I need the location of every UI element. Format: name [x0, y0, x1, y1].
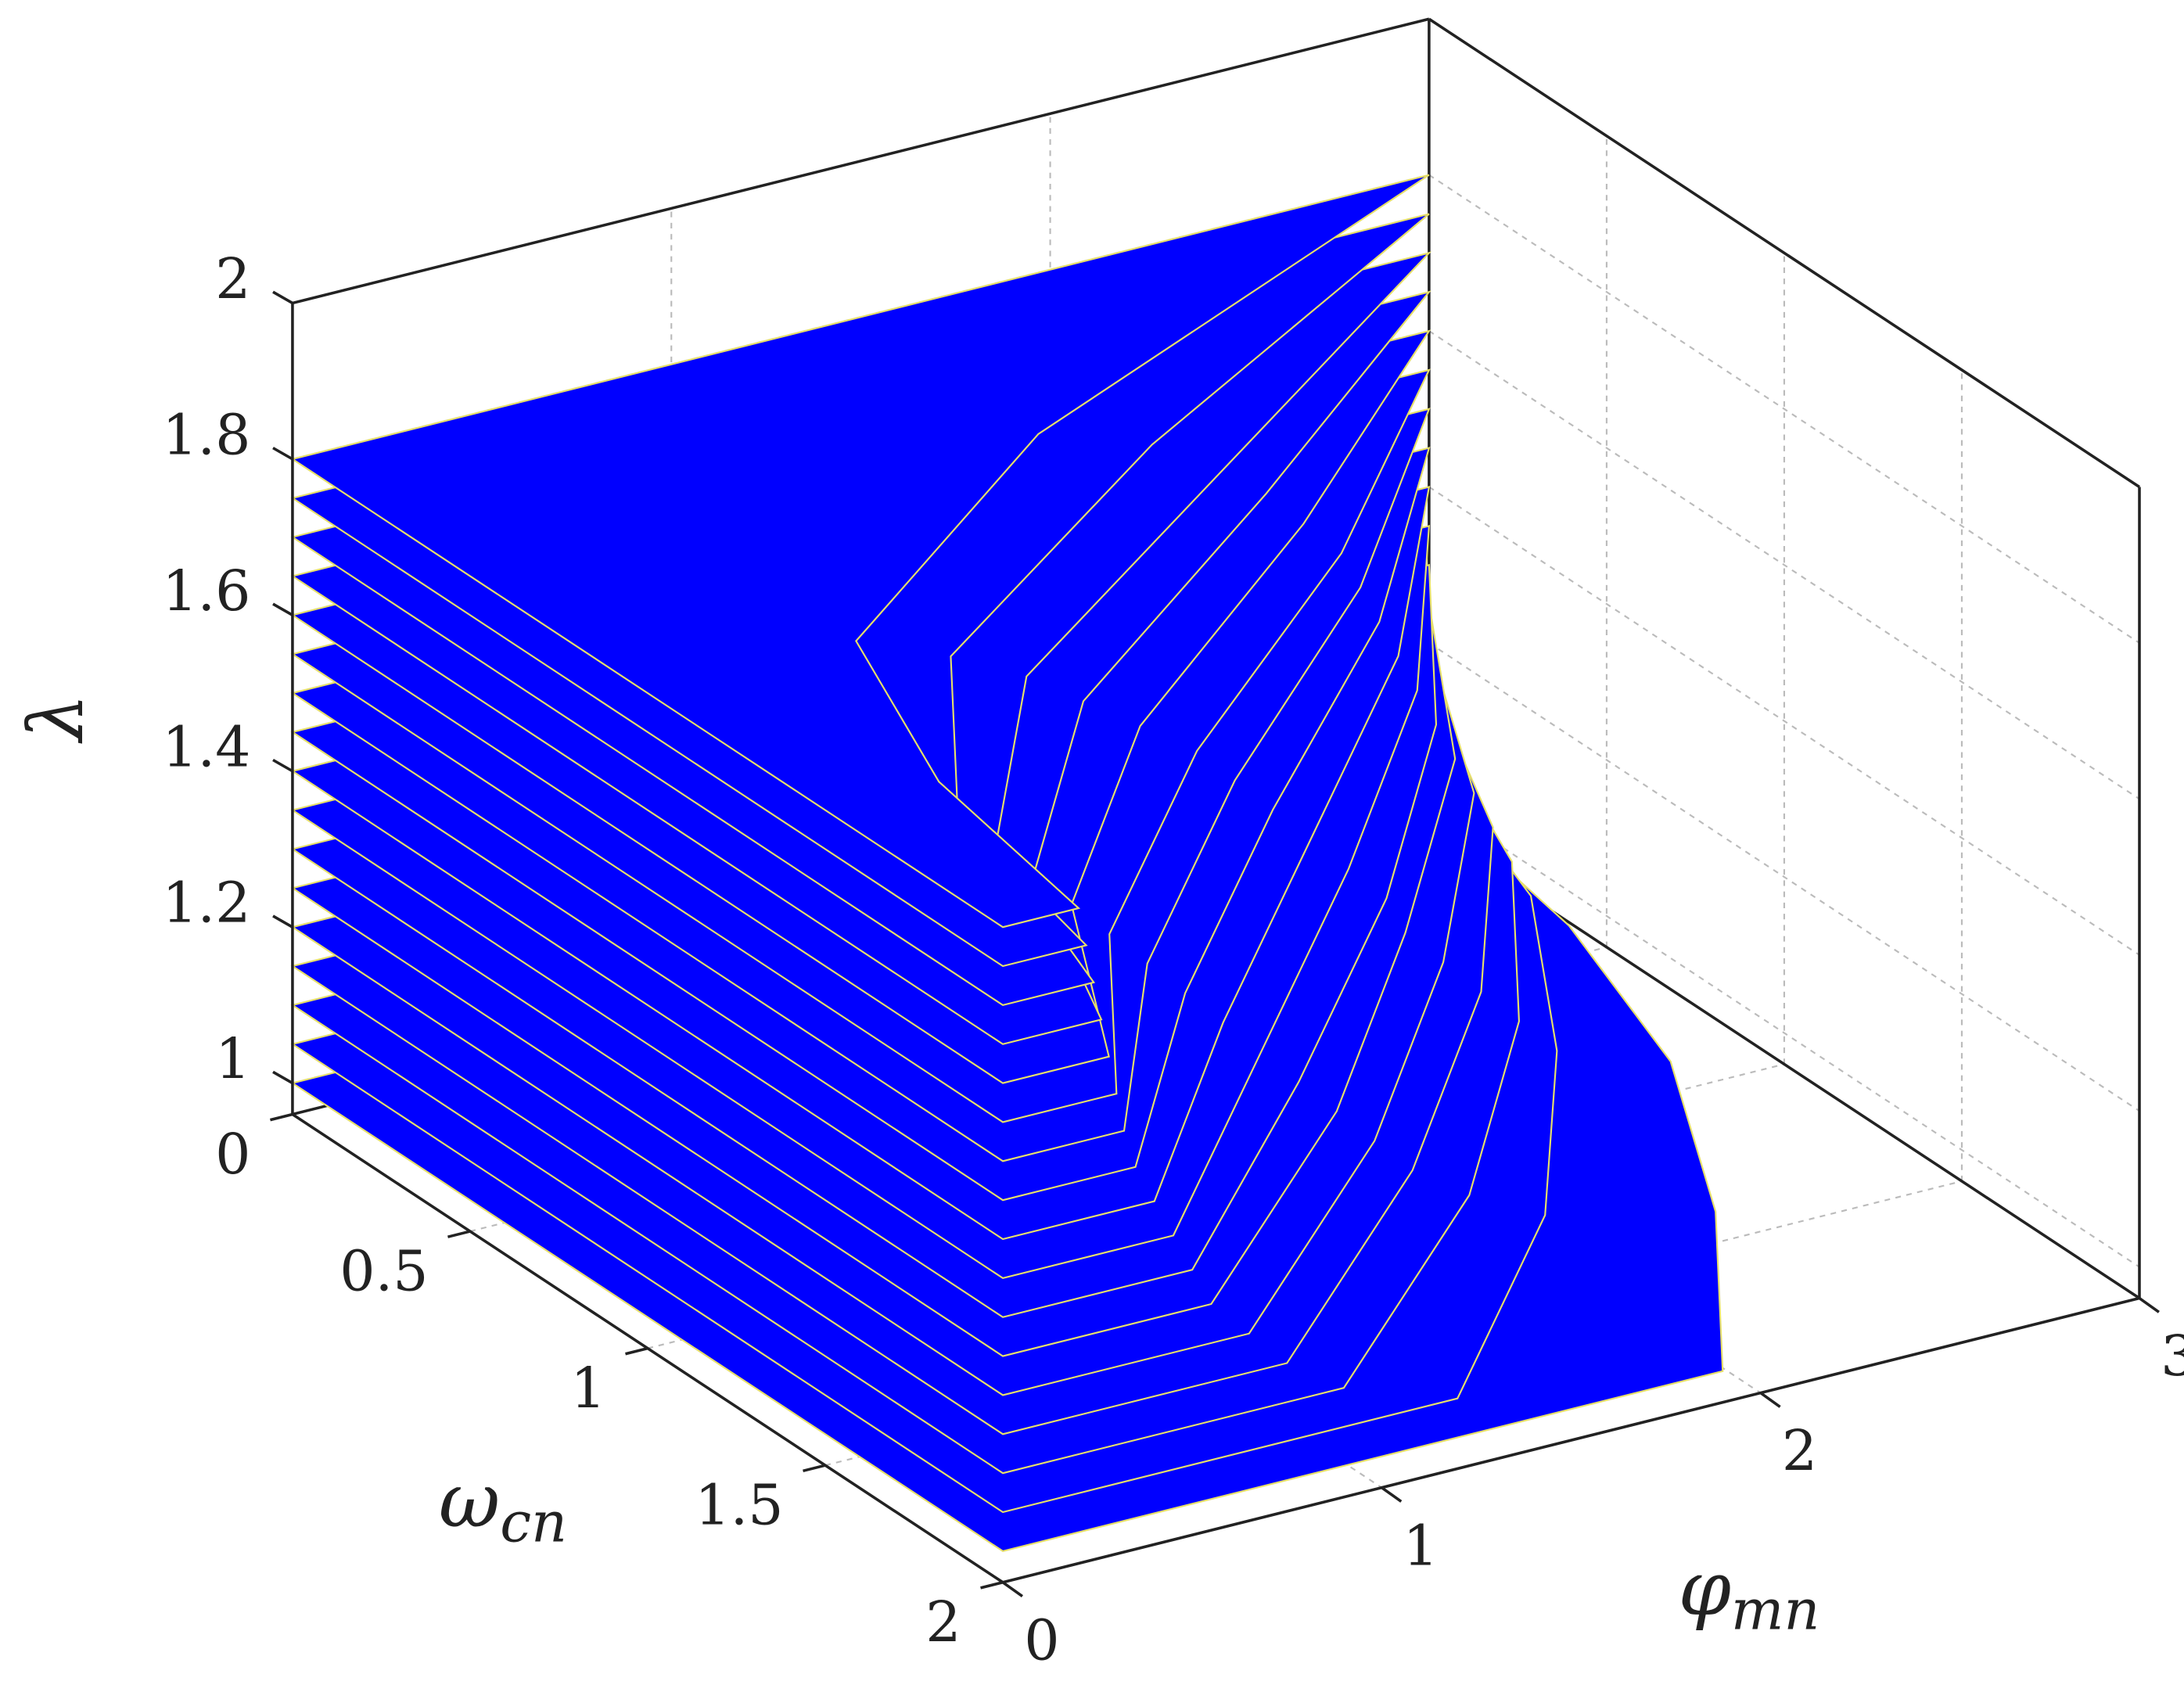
x-tick-label: 0 — [1024, 1608, 1059, 1672]
z-tick — [272, 602, 293, 616]
y-tick-label: 0.5 — [339, 1239, 428, 1304]
y-tick — [270, 1112, 293, 1122]
y-tick — [625, 1346, 648, 1356]
y-axis-subscript: cn — [500, 1489, 567, 1554]
z-tick — [272, 1070, 293, 1085]
y-tick-label: 0 — [215, 1122, 250, 1187]
z-tick — [272, 290, 293, 305]
z-tick-label: 1 — [215, 1026, 250, 1091]
x-tick — [1759, 1392, 1781, 1408]
y-tick-label: 1 — [570, 1356, 605, 1421]
surface-layer — [290, 174, 1430, 929]
z-axis-label: λ — [13, 694, 100, 745]
x-axis-subscript: mn — [1731, 1577, 1819, 1642]
z-tick-label: 1.4 — [162, 714, 250, 779]
y-axis-symbol: ω — [439, 1457, 500, 1545]
x-tick-label: 3 — [2161, 1324, 2184, 1389]
x-axis — [1002, 1296, 2140, 1584]
x-tick-label: 2 — [1782, 1418, 1817, 1483]
z-tick-label: 1.2 — [162, 871, 250, 936]
z-tick-label: 1.6 — [162, 559, 250, 623]
y-axis-label: ωcn — [439, 1457, 567, 1554]
y-tick — [980, 1581, 1004, 1590]
x-axis-label: φmn — [1679, 1545, 1820, 1642]
x-tick-label: 1 — [1403, 1513, 1439, 1578]
box-edge — [1428, 17, 2140, 488]
z-tick — [272, 758, 293, 773]
grid-line — [1428, 486, 2140, 956]
z-tick — [272, 447, 293, 461]
x-tick — [1001, 1581, 1023, 1598]
grid-line — [1428, 174, 2140, 644]
x-tick — [1381, 1486, 1403, 1503]
z-tick — [272, 914, 293, 929]
y-tick — [447, 1230, 471, 1238]
y-tick — [803, 1464, 826, 1473]
x-axis-symbol: φ — [1679, 1545, 1731, 1633]
box-edge — [292, 17, 1430, 305]
grid-line — [1428, 642, 2140, 1112]
grid-line — [1428, 798, 2140, 1268]
z-tick-label: 1.8 — [162, 402, 250, 467]
z-tick-label: 2 — [215, 246, 250, 311]
y-tick-label: 2 — [925, 1590, 961, 1654]
x-tick — [2138, 1297, 2160, 1313]
y-tick-label: 1.5 — [695, 1473, 783, 1538]
grid-line — [1428, 330, 2140, 800]
